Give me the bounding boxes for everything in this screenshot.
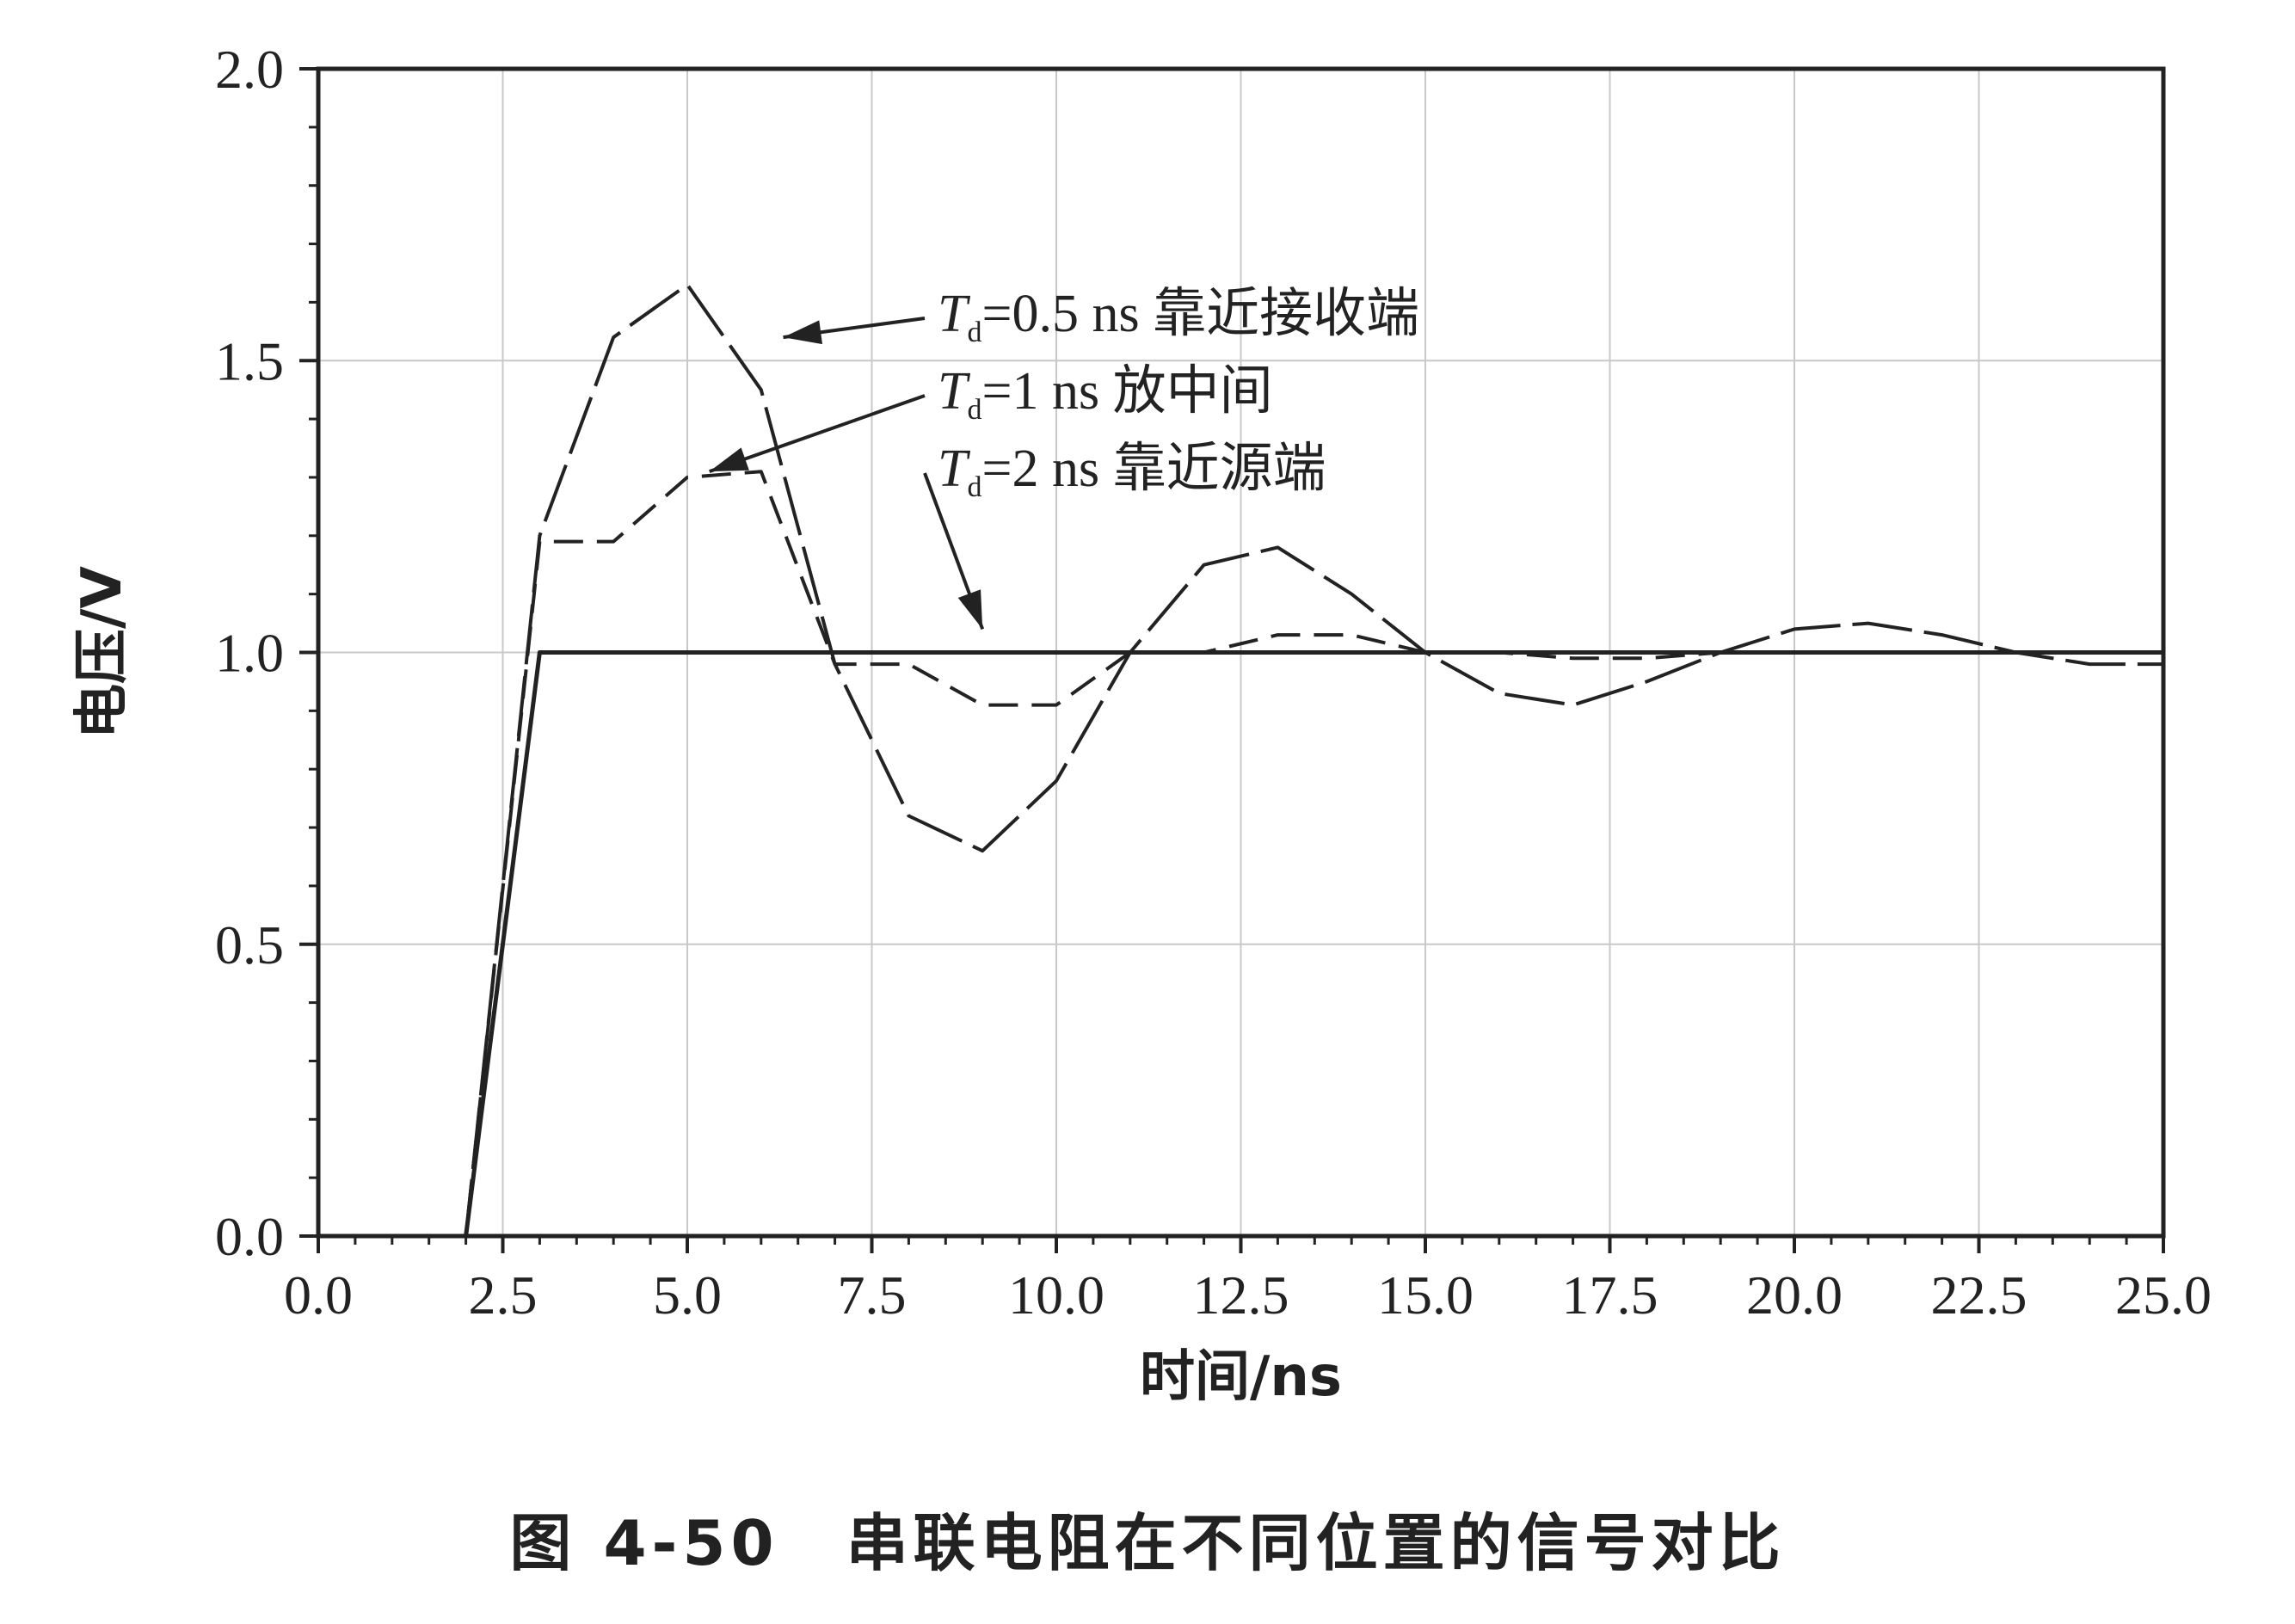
x-tick-label: 22.5 [1931, 1264, 2027, 1326]
annotation-label-1: Td=0.5 ns 靠近接收端 [938, 285, 1419, 348]
x-tick-label: 20.0 [1746, 1264, 1843, 1326]
x-tick-label: 12.5 [1193, 1264, 1289, 1326]
figure-caption: 图 4-50 串联电阻在不同位置的信号对比 [509, 1507, 1786, 1579]
y-tick-label: 2.0 [215, 39, 284, 100]
annotation-arrowhead-1 [783, 320, 823, 345]
chart: 0.0 2.5 5.0 7.5 10.0 12.5 15.0 17.5 20.0 22.5 25.0… [71, 39, 2212, 1409]
annotations: Td=0.5 ns 靠近接收端 Td=1 ns 放中间 Td=2 ns 靠近源端 [709, 285, 1419, 631]
series-line-2 [318, 470, 2163, 1238]
y-axis-title: 电压/V [71, 566, 134, 739]
y-tick-label: 1.0 [215, 623, 284, 684]
x-tick-label: 2.5 [469, 1264, 538, 1326]
series-line-1 [318, 283, 2163, 1238]
x-axis-title: 时间/ns [1140, 1345, 1342, 1409]
x-tick-label: 10.0 [1008, 1264, 1104, 1326]
ticks: 0.0 2.5 5.0 7.5 10.0 12.5 15.0 17.5 20.0 22.5 25.0… [215, 39, 2212, 1326]
annotation-arrowhead-2 [709, 447, 749, 472]
annotation-arrow-line-2 [709, 394, 926, 474]
x-tick-label: 15.0 [1377, 1264, 1474, 1326]
annotation-arrowhead-3 [957, 589, 983, 630]
annotation-label-3: Td=2 ns 靠近源端 [938, 440, 1326, 503]
x-tick-label: 0.0 [284, 1264, 353, 1326]
y-tick-label: 1.5 [215, 330, 284, 391]
annotation-label-2: Td=1 ns 放中间 [938, 362, 1273, 426]
x-tick-label: 25.0 [2115, 1264, 2212, 1326]
x-tick-label: 17.5 [1562, 1264, 1658, 1326]
x-tick-label: 7.5 [838, 1264, 907, 1326]
y-tick-label: 0.0 [215, 1206, 284, 1267]
x-tick-label: 5.0 [653, 1264, 722, 1326]
y-tick-label: 0.5 [215, 914, 284, 975]
